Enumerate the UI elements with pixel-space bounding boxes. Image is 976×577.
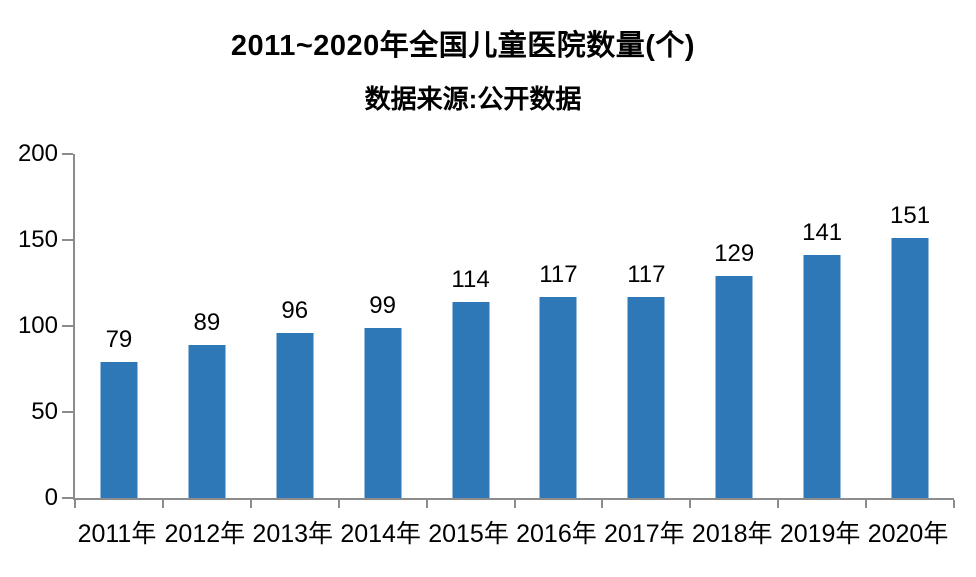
x-tick-label: 2018年 xyxy=(691,520,773,548)
x-tick-mark xyxy=(689,500,692,508)
x-tick-mark xyxy=(953,500,955,508)
x-tick-mark xyxy=(601,500,604,508)
x-tick-label: 2014年 xyxy=(340,520,421,548)
bar-2012年 xyxy=(188,344,226,498)
bar-value-label: 89 xyxy=(193,308,221,336)
bar-value-label: 114 xyxy=(451,265,490,293)
y-tick-label: 100 xyxy=(17,312,58,339)
bar-cell: 141 xyxy=(778,154,866,498)
chart-title: 2011~2020年全国儿童医院数量(个) xyxy=(230,30,696,62)
x-axis-labels: 2011年 2012年 2013年 2014年 2015年 2016年 2017年 2018年… xyxy=(73,514,952,548)
bar-2016年 xyxy=(539,296,577,498)
x-tick-mark xyxy=(161,500,164,508)
x-tick-label: 2012年 xyxy=(164,520,246,548)
bar-value-label: 117 xyxy=(627,260,666,288)
bar-cell: 151 xyxy=(866,154,954,498)
x-tick-label: 2011年 xyxy=(77,520,157,548)
y-tick-mark xyxy=(62,153,73,155)
bar-cell: 114 xyxy=(427,154,515,498)
y-tick-mark xyxy=(62,239,73,241)
bar-2020年 xyxy=(891,238,929,498)
x-tick-mark xyxy=(865,500,868,508)
bar-value-label: 79 xyxy=(105,326,133,354)
y-tick-label: 200 xyxy=(17,140,58,167)
bar-value-label: 96 xyxy=(281,296,309,324)
y-tick-mark xyxy=(62,411,73,413)
x-tick-mark xyxy=(777,500,780,508)
x-tick-label: 2017年 xyxy=(604,520,685,548)
y-tick-mark xyxy=(62,497,73,499)
bar-2013年 xyxy=(276,332,314,498)
y-axis: 0 50 100 150 200 xyxy=(0,142,58,510)
bar-value-label: 151 xyxy=(890,202,931,230)
x-tick-mark xyxy=(513,500,516,508)
bar-2019年 xyxy=(803,255,841,498)
y-tick-mark xyxy=(62,325,73,327)
bar-cell: 129 xyxy=(690,154,778,498)
y-tick-label: 150 xyxy=(17,226,58,253)
x-tick-label: 2013年 xyxy=(252,520,334,548)
bar-2014年 xyxy=(364,327,402,498)
x-tick-mark xyxy=(337,500,340,508)
bar-2017年 xyxy=(627,296,665,498)
bar-cell: 117 xyxy=(515,154,603,498)
x-tick-label: 2020年 xyxy=(867,520,949,548)
x-tick-label: 2016年 xyxy=(516,520,597,548)
x-tick-mark xyxy=(74,500,76,508)
bar-2018年 xyxy=(715,276,753,498)
bar-cell: 117 xyxy=(602,154,690,498)
bar-2015年 xyxy=(452,301,490,498)
x-tick-mark xyxy=(425,500,428,508)
x-tick-label: 2015年 xyxy=(428,520,509,548)
bar-value-label: 129 xyxy=(714,240,755,268)
plot-area: 79 89 96 99 114 117 117 129 141 151 xyxy=(62,153,955,508)
bar-cell: 96 xyxy=(251,154,339,498)
bar-value-label: 141 xyxy=(802,219,843,247)
bar-value-label: 117 xyxy=(539,260,578,288)
y-tick-label: 0 xyxy=(44,484,58,511)
x-tick-mark xyxy=(249,500,252,508)
bar-value-label: 99 xyxy=(369,291,396,319)
y-tick-label: 50 xyxy=(31,398,58,425)
bar-cell: 89 xyxy=(163,154,251,498)
bar-cell: 79 xyxy=(75,154,163,498)
bar-2011年 xyxy=(100,362,138,498)
x-tick-label: 2019年 xyxy=(779,520,861,548)
bar-cell: 99 xyxy=(339,154,427,498)
chart-subtitle: 数据来源:公开数据 xyxy=(364,84,582,114)
